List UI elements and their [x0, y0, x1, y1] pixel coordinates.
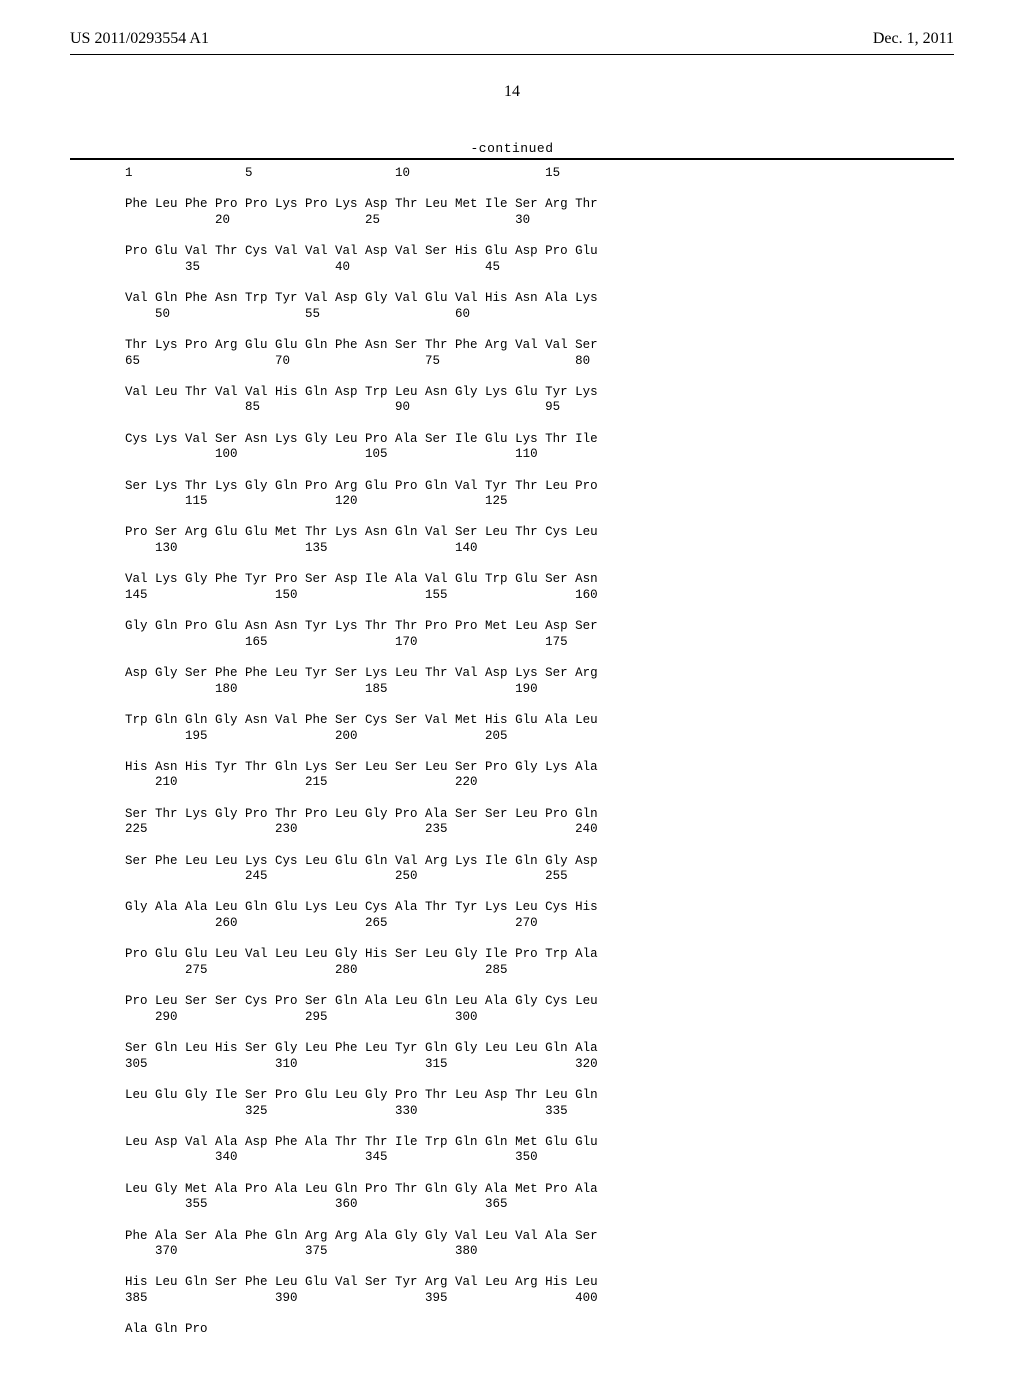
sequence-listing: 1 5 10 15 Phe Leu Phe Pro Pro Lys Pro Ly…: [125, 166, 954, 1338]
continued-label: -continued: [70, 141, 954, 156]
patent-page: US 2011/0293554 A1 Dec. 1, 2011 14 -cont…: [0, 0, 1024, 1378]
publication-number: US 2011/0293554 A1: [70, 30, 209, 48]
sequence-top-rule: [70, 158, 954, 160]
header-rule: [70, 54, 954, 55]
page-header: US 2011/0293554 A1 Dec. 1, 2011: [70, 30, 954, 48]
page-number: 14: [70, 83, 954, 101]
publication-date: Dec. 1, 2011: [873, 30, 954, 48]
